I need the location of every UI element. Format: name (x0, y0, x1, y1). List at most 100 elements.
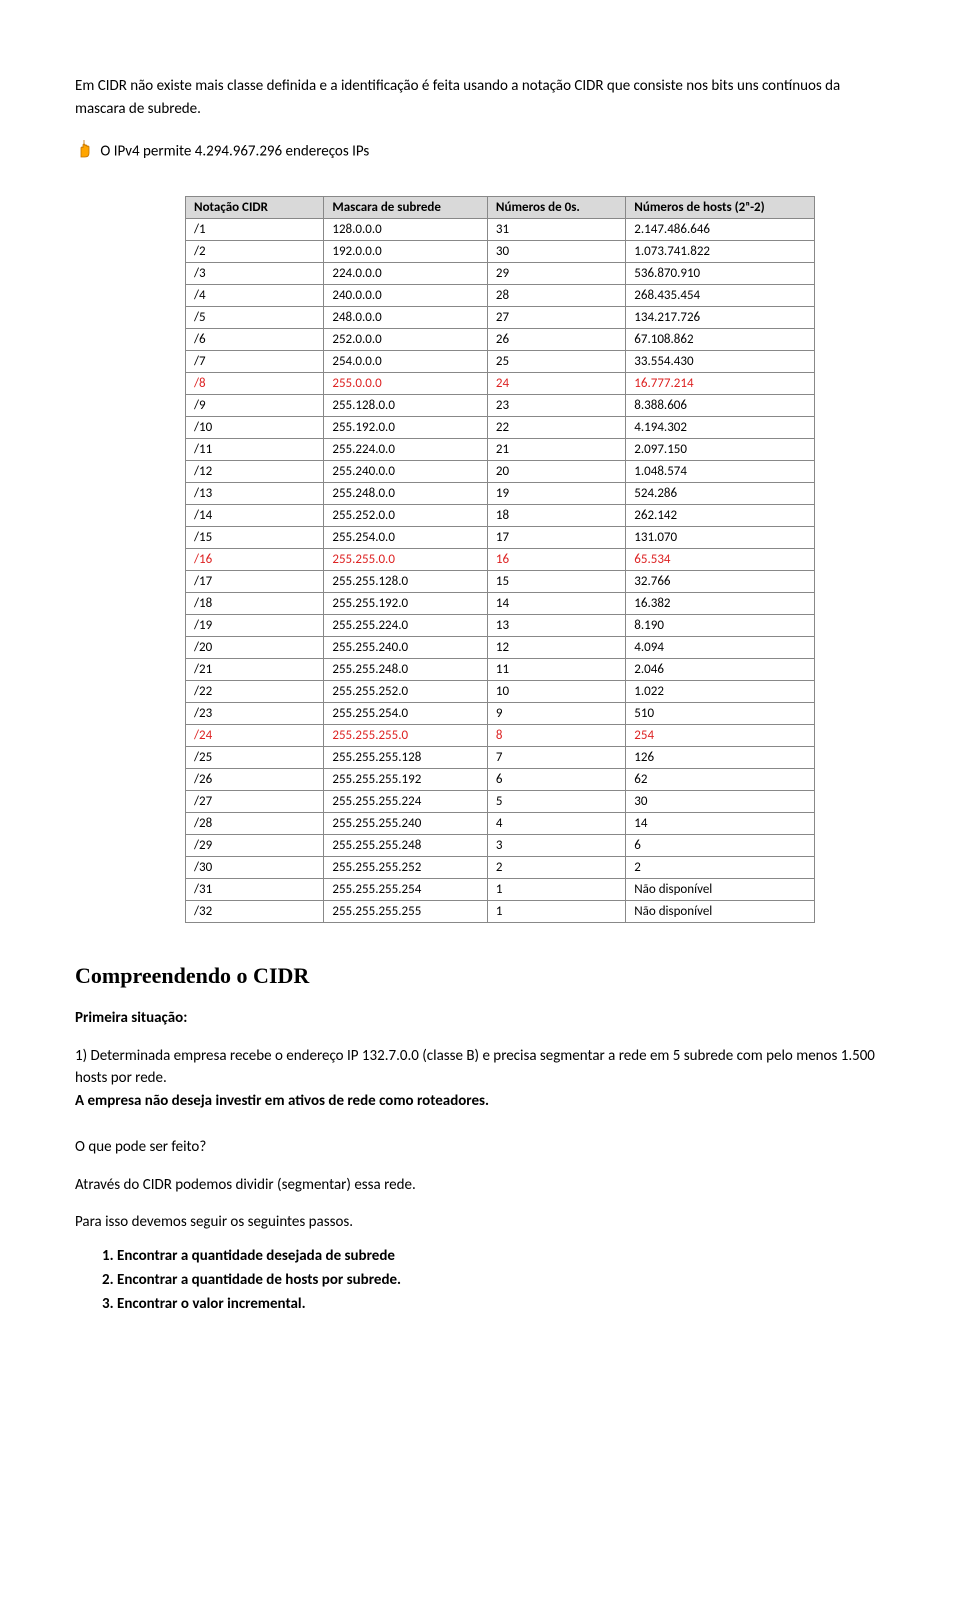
table-cell: 255.255.255.254 (324, 878, 488, 900)
table-header: Números de 0s. (487, 196, 625, 218)
table-row: /16255.255.0.01665.534 (186, 548, 815, 570)
table-cell: 12 (487, 636, 625, 658)
table-row: /28255.255.255.240414 (186, 812, 815, 834)
table-cell: /8 (186, 372, 324, 394)
table-cell: 262.142 (626, 504, 815, 526)
question-1-line2: A empresa não deseja investir em ativos … (75, 1092, 489, 1110)
table-cell: 11 (487, 658, 625, 680)
table-cell: 255.252.0.0 (324, 504, 488, 526)
table-row: /31255.255.255.2541Não disponível (186, 878, 815, 900)
table-cell: 16.382 (626, 592, 815, 614)
table-cell: 255.255.128.0 (324, 570, 488, 592)
table-row: /12255.240.0.0201.048.574 (186, 460, 815, 482)
steps-list: Encontrar a quantidade desejada de subre… (75, 1244, 885, 1316)
table-cell: /15 (186, 526, 324, 548)
table-cell: 255.0.0.0 (324, 372, 488, 394)
table-cell: 255.255.255.255 (324, 900, 488, 922)
table-row: /22255.255.252.0101.022 (186, 680, 815, 702)
table-cell: 27 (487, 306, 625, 328)
table-cell: 255.255.192.0 (324, 592, 488, 614)
table-cell: 255.255.240.0 (324, 636, 488, 658)
table-cell: 14 (487, 592, 625, 614)
table-cell: 2.147.486.646 (626, 218, 815, 240)
table-cell: 254.0.0.0 (324, 350, 488, 372)
table-row: /1128.0.0.0312.147.486.646 (186, 218, 815, 240)
hand-icon (75, 138, 93, 166)
table-cell: 131.070 (626, 526, 815, 548)
table-cell: 510 (626, 702, 815, 724)
table-cell: /4 (186, 284, 324, 306)
table-header: Mascara de subrede (324, 196, 488, 218)
table-header: Números de hosts (2ⁿ-2) (626, 196, 815, 218)
table-cell: 30 (487, 240, 625, 262)
table-cell: Não disponível (626, 878, 815, 900)
table-cell: 126 (626, 746, 815, 768)
table-cell: 1.073.741.822 (626, 240, 815, 262)
table-cell: /18 (186, 592, 324, 614)
table-cell: 524.286 (626, 482, 815, 504)
table-cell: 254 (626, 724, 815, 746)
table-cell: 6 (626, 834, 815, 856)
table-cell: 15 (487, 570, 625, 592)
answer-line: Através do CIDR podemos dividir (segment… (75, 1174, 885, 1197)
table-row: /21255.255.248.0112.046 (186, 658, 815, 680)
table-cell: 240.0.0.0 (324, 284, 488, 306)
table-cell: 192.0.0.0 (324, 240, 488, 262)
table-cell: 134.217.726 (626, 306, 815, 328)
table-cell: 255.255.248.0 (324, 658, 488, 680)
table-cell: 255.255.255.192 (324, 768, 488, 790)
table-cell: /19 (186, 614, 324, 636)
table-header: Notação CIDR (186, 196, 324, 218)
table-cell: 2 (487, 856, 625, 878)
table-row: /4240.0.0.028268.435.454 (186, 284, 815, 306)
table-row: /7254.0.0.02533.554.430 (186, 350, 815, 372)
table-cell: 21 (487, 438, 625, 460)
table-cell: 1.048.574 (626, 460, 815, 482)
table-cell: /32 (186, 900, 324, 922)
note-line: O IPv4 permite 4.294.967.296 endereços I… (75, 138, 885, 166)
table-cell: 248.0.0.0 (324, 306, 488, 328)
table-cell: 16 (487, 548, 625, 570)
table-cell: /11 (186, 438, 324, 460)
table-cell: /14 (186, 504, 324, 526)
table-cell: 29 (487, 262, 625, 284)
table-cell: 2.046 (626, 658, 815, 680)
table-cell: 128.0.0.0 (324, 218, 488, 240)
table-cell: 1 (487, 878, 625, 900)
table-cell: 255.240.0.0 (324, 460, 488, 482)
table-cell: /23 (186, 702, 324, 724)
table-cell: 255.128.0.0 (324, 394, 488, 416)
table-row: /3224.0.0.029536.870.910 (186, 262, 815, 284)
table-row: /26255.255.255.192662 (186, 768, 815, 790)
table-row: /14255.252.0.018262.142 (186, 504, 815, 526)
table-cell: 20 (487, 460, 625, 482)
table-cell: 65.534 (626, 548, 815, 570)
table-cell: 24 (487, 372, 625, 394)
table-cell: /28 (186, 812, 324, 834)
table-cell: 255.255.224.0 (324, 614, 488, 636)
table-cell: /5 (186, 306, 324, 328)
table-cell: /31 (186, 878, 324, 900)
table-cell: 10 (487, 680, 625, 702)
table-cell: /22 (186, 680, 324, 702)
table-row: /30255.255.255.25222 (186, 856, 815, 878)
table-cell: 1.022 (626, 680, 815, 702)
table-row: /18255.255.192.01416.382 (186, 592, 815, 614)
cidr-table-wrap: Notação CIDRMascara de subredeNúmeros de… (185, 196, 815, 923)
table-cell: 26 (487, 328, 625, 350)
step-item: Encontrar a quantidade desejada de subre… (117, 1244, 885, 1268)
table-cell: /6 (186, 328, 324, 350)
table-row: /15255.254.0.017131.070 (186, 526, 815, 548)
intro-paragraph: Em CIDR não existe mais classe definida … (75, 75, 885, 120)
table-row: /27255.255.255.224530 (186, 790, 815, 812)
table-cell: 33.554.430 (626, 350, 815, 372)
table-row: /29255.255.255.24836 (186, 834, 815, 856)
table-cell: /29 (186, 834, 324, 856)
table-cell: /25 (186, 746, 324, 768)
table-cell: 67.108.862 (626, 328, 815, 350)
table-cell: 8.190 (626, 614, 815, 636)
table-cell: 255.224.0.0 (324, 438, 488, 460)
table-cell: 4 (487, 812, 625, 834)
table-row: /32255.255.255.2551Não disponível (186, 900, 815, 922)
table-cell: 18 (487, 504, 625, 526)
